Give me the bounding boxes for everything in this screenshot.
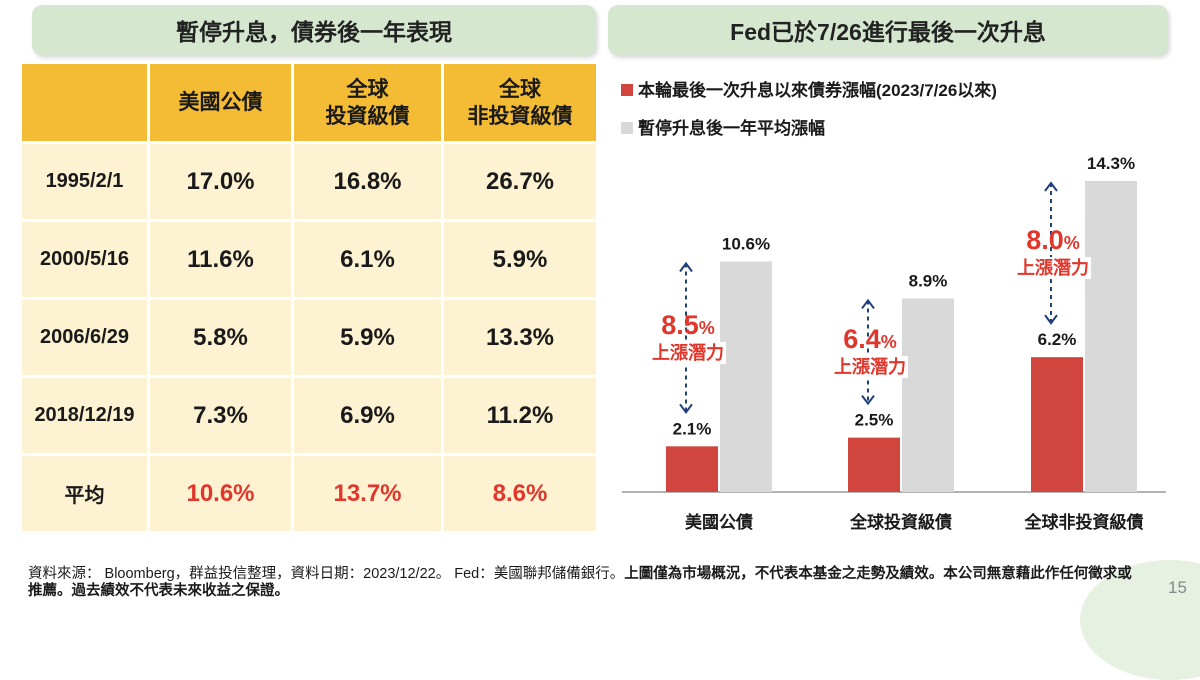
footnote-disclaimer: 上圖僅為市場概況，不代表本基金之走勢及績效。本公司無意藉此作任何徵求或推薦。過去…	[28, 566, 1132, 599]
table-corner	[22, 64, 147, 141]
arrow-head-down	[1044, 314, 1058, 325]
footnote: 資料來源： Bloomberg，群益投信整理，資料日期：2023/12/22。 …	[28, 566, 1138, 600]
table-cell: 17.0%	[150, 144, 291, 219]
table-cell: 6.1%	[294, 222, 441, 297]
x-tick-label: 美國公債	[685, 512, 753, 532]
table-cell: 13.7%	[294, 456, 441, 531]
potential-value: 8.5%	[661, 310, 715, 340]
table-row-label: 平均	[22, 456, 147, 531]
legend-swatch	[621, 84, 633, 96]
potential-value: 6.4%	[843, 324, 897, 354]
bar-average	[720, 261, 772, 492]
bar-recent	[1031, 357, 1083, 492]
arrow-head-up	[861, 298, 875, 310]
table-cell: 11.6%	[150, 222, 291, 297]
table-cell: 16.8%	[294, 144, 441, 219]
bar-average	[902, 298, 954, 492]
table-column-header: 全球 投資級債	[294, 64, 441, 141]
data-label-recent: 2.1%	[673, 419, 712, 438]
page-number: 15	[1168, 578, 1187, 597]
data-label-average: 14.3%	[1087, 154, 1135, 173]
left-panel-title: 暫停升息，債券後一年表現	[32, 5, 596, 55]
arrow-head-down	[679, 403, 693, 414]
table-cell: 13.3%	[444, 300, 596, 375]
table-cell: 5.8%	[150, 300, 291, 375]
table-row-label: 2006/6/29	[22, 300, 147, 375]
potential-label-bg	[828, 356, 908, 379]
arrow-head-up	[679, 261, 693, 273]
arrow-head-up	[1044, 181, 1058, 192]
x-tick-label: 全球投資級債	[849, 512, 952, 532]
potential-label: 上漲潛力	[652, 343, 724, 363]
legend-label: 本輪最後一次升息以來債券漲幅(2023/7/26以來)	[638, 80, 997, 100]
table-cell: 10.6%	[150, 456, 291, 531]
table-column-header: 美國公債	[150, 64, 291, 141]
table-cell: 11.2%	[444, 378, 596, 453]
potential-label: 上漲潛力	[834, 357, 906, 377]
footnote-source: 資料來源： Bloomberg，群益投信整理，資料日期：2023/12/22。 …	[28, 566, 625, 582]
right-panel-title: Fed已於7/26進行最後一次升息	[608, 5, 1168, 55]
data-label-recent: 2.5%	[855, 411, 894, 430]
table-cell: 8.6%	[444, 456, 596, 531]
returns-table: 美國公債 全球 投資級債 全球 非投資級債 1995/2/1 17.0% 16.8% 26.7%…	[22, 64, 596, 534]
data-label-average: 8.9%	[909, 271, 948, 290]
table-cell: 26.7%	[444, 144, 596, 219]
x-tick-label: 全球非投資級債	[1024, 512, 1144, 532]
data-label-average: 10.6%	[722, 234, 770, 253]
table-row-label: 2018/12/19	[22, 378, 147, 453]
legend-swatch	[621, 122, 633, 134]
potential-value: 8.0%	[1026, 225, 1080, 255]
table-cell: 7.3%	[150, 378, 291, 453]
potential-label: 上漲潛力	[1017, 258, 1089, 278]
table-cell: 6.9%	[294, 378, 441, 453]
bar-average	[1085, 181, 1137, 492]
legend-label: 暫停升息後一年平均漲幅	[638, 118, 825, 138]
potential-label-bg	[646, 341, 726, 364]
data-label-recent: 6.2%	[1038, 330, 1077, 349]
chart-svg: 本輪最後一次升息以來債券漲幅(2023/7/26以來) 暫停升息後一年平均漲幅 2.…	[621, 80, 1166, 532]
table-column-header: 全球 非投資級債	[444, 64, 596, 141]
table-row-label: 1995/2/1	[22, 144, 147, 219]
bar-recent	[848, 437, 900, 492]
table-cell: 5.9%	[444, 222, 596, 297]
bar-recent	[666, 446, 718, 492]
table-cell: 5.9%	[294, 300, 441, 375]
table-row-label: 2000/5/16	[22, 222, 147, 297]
potential-label-bg	[1011, 257, 1091, 280]
arrow-head-down	[861, 395, 875, 406]
bar-chart: 本輪最後一次升息以來債券漲幅(2023/7/26以來) 暫停升息後一年平均漲幅 2.…	[600, 60, 1200, 550]
